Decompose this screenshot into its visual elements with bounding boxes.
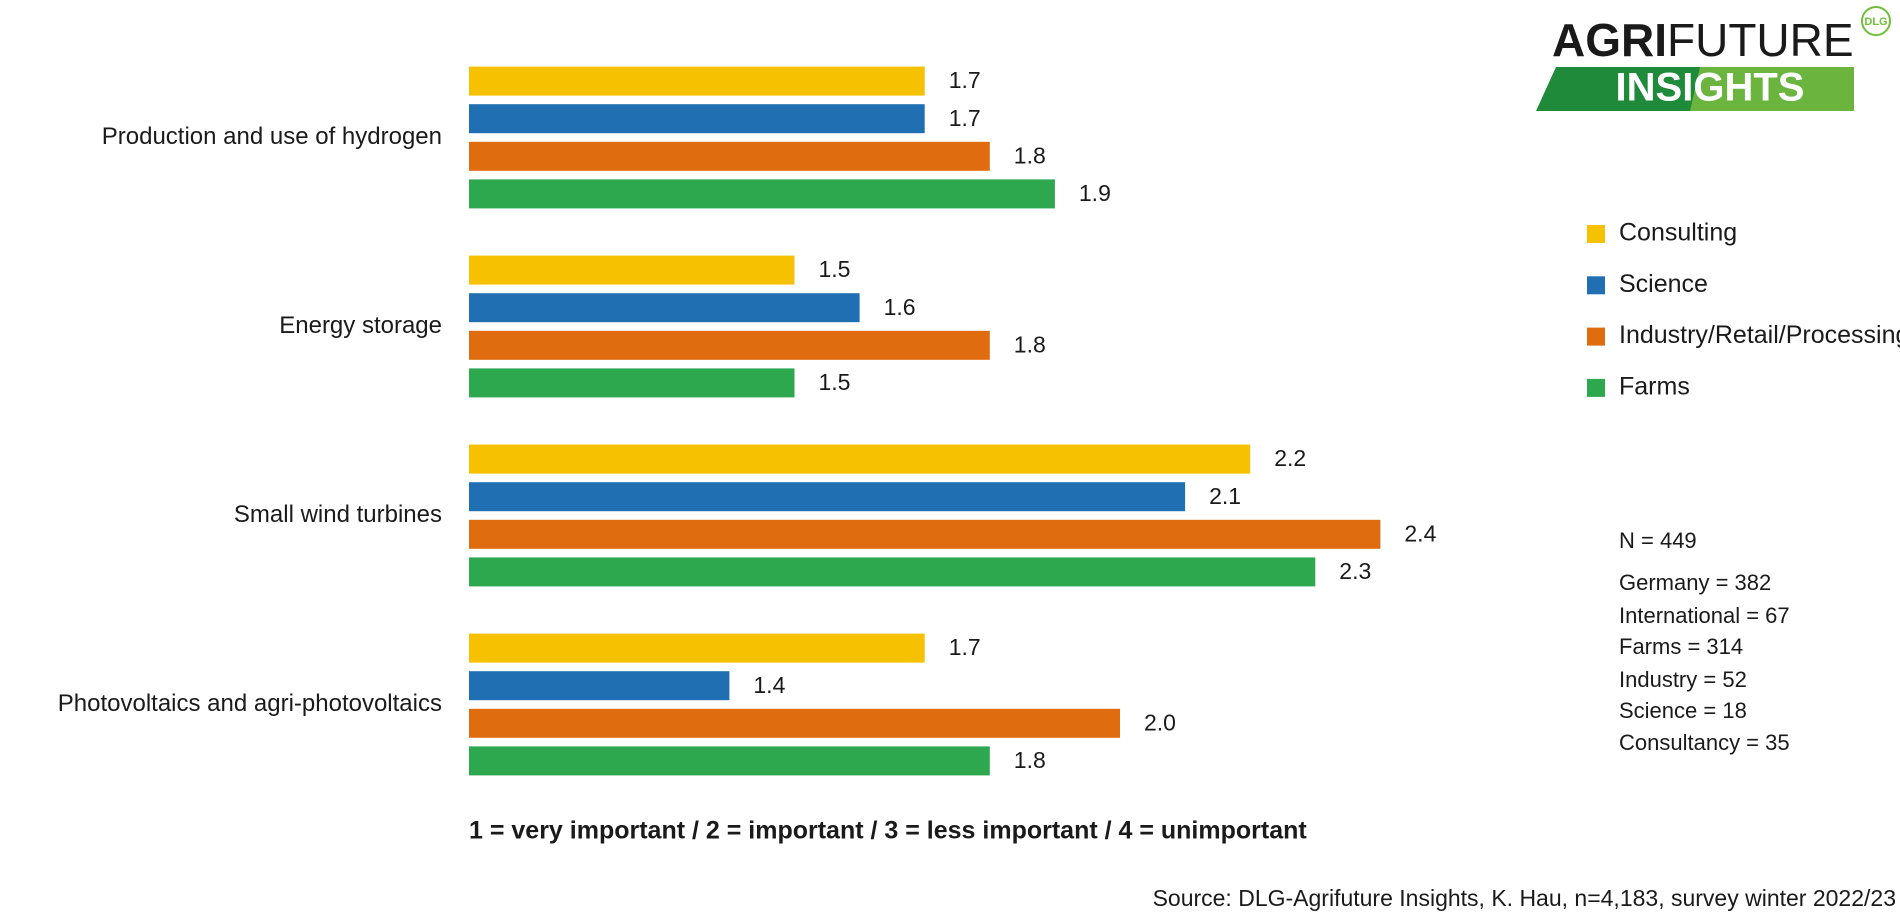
scale-note: 1 = very important / 2 = important / 3 =… — [469, 817, 1307, 845]
sample-note: Industry = 52 — [1619, 667, 1747, 692]
value-label: 2.3 — [1339, 558, 1371, 584]
value-label: 2.4 — [1404, 520, 1436, 546]
bar — [469, 141, 990, 171]
legend-label: Industry/Retail/Processing — [1619, 321, 1900, 349]
bar — [469, 482, 1186, 512]
value-label: 1.7 — [949, 634, 981, 660]
bar — [469, 444, 1251, 474]
bar — [469, 104, 925, 134]
sample-note: Consultancy = 35 — [1619, 730, 1790, 755]
bar — [469, 519, 1381, 549]
bar — [469, 66, 925, 96]
source: Source: DLG-Agrifuture Insights, K. Hau,… — [1153, 885, 1896, 911]
logo-insights: INSIGHTS — [1616, 66, 1805, 110]
legend-swatch — [1587, 276, 1605, 295]
legend-label: Consulting — [1619, 219, 1737, 247]
bar — [469, 179, 1055, 209]
legend-swatch — [1587, 378, 1605, 397]
bar — [469, 633, 925, 663]
logo-badge-text: DLG — [1864, 16, 1887, 28]
logo-badge — [1861, 6, 1891, 36]
bar — [469, 293, 860, 323]
legend-swatch — [1587, 327, 1605, 346]
value-label: 1.6 — [884, 294, 916, 320]
legend-label: Farms — [1619, 373, 1690, 401]
value-label: 1.8 — [1014, 331, 1046, 357]
category-label: Photovoltaics and agri-photovoltaics — [58, 690, 442, 717]
bar — [469, 708, 1120, 738]
bar — [469, 368, 795, 398]
value-label: 1.5 — [819, 369, 851, 395]
value-label: 1.7 — [949, 105, 981, 131]
bar — [469, 557, 1316, 587]
sample-note: N = 449 — [1619, 528, 1697, 553]
legend-label: Science — [1619, 270, 1708, 298]
value-label: 2.0 — [1144, 709, 1176, 735]
value-label: 1.4 — [753, 672, 785, 698]
sample-note: Germany = 382 — [1619, 570, 1771, 595]
value-label: 1.8 — [1014, 142, 1046, 168]
value-label: 1.8 — [1014, 747, 1046, 773]
bar — [469, 671, 730, 701]
category-label: Small wind turbines — [234, 501, 442, 528]
sample-note: Farms = 314 — [1619, 634, 1743, 659]
sample-note: Science = 18 — [1619, 698, 1747, 723]
bar — [469, 330, 990, 360]
logo-banner-light — [1690, 67, 1854, 111]
value-label: 1.9 — [1079, 180, 1111, 206]
logo: AGRI FUTURE INSIGHTS DLG — [1536, 6, 1891, 111]
logo-future: FUTURE — [1667, 14, 1854, 66]
value-label: 2.1 — [1209, 483, 1241, 509]
logo-agri: AGRI — [1552, 14, 1667, 66]
value-label: 1.5 — [819, 256, 851, 282]
sample-note: International = 67 — [1619, 603, 1790, 628]
value-label: 2.2 — [1274, 445, 1306, 471]
bar — [469, 746, 990, 776]
category-label: Energy storage — [279, 312, 442, 339]
bar — [469, 255, 795, 285]
category-label: Production and use of hydrogen — [102, 123, 442, 150]
legend-swatch — [1587, 225, 1605, 243]
value-label: 1.7 — [949, 67, 981, 93]
